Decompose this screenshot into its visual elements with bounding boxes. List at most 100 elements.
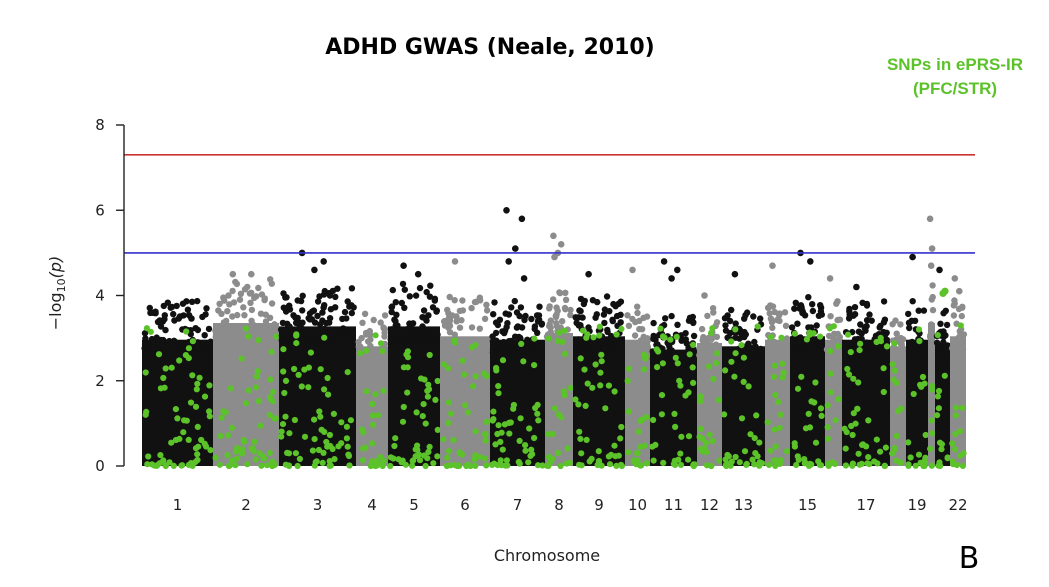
snp-point (746, 344, 753, 352)
snp-point (180, 312, 187, 319)
snp-point (749, 456, 756, 463)
snp-point (483, 307, 491, 314)
snp-point (682, 336, 689, 343)
snp-point (207, 447, 214, 454)
snp-point (929, 306, 937, 314)
snp-point (229, 270, 237, 278)
snp-point (880, 298, 888, 305)
snp-point (497, 457, 504, 464)
snp-point (309, 447, 316, 454)
snp-point (373, 457, 380, 464)
snp-point (935, 387, 943, 395)
snp-point (380, 325, 387, 332)
snp-point (445, 365, 452, 372)
snp-point (266, 314, 274, 321)
snp-point (194, 423, 201, 430)
snp-point (476, 453, 483, 460)
snp-point (306, 316, 313, 323)
snp-point (826, 325, 834, 332)
snp-point (849, 431, 856, 439)
snp-point (162, 326, 169, 334)
snp-point (345, 452, 353, 460)
snp-point (632, 318, 639, 326)
snp-point (495, 383, 502, 390)
snp-point (305, 364, 312, 371)
snp-point (957, 428, 964, 435)
snp-point (538, 347, 546, 354)
snp-point (753, 412, 760, 419)
snp-point (193, 386, 200, 393)
snp-point (412, 453, 419, 460)
snp-point (585, 324, 592, 331)
snp-point (312, 459, 319, 466)
snp-point (521, 316, 528, 324)
snp-point (511, 297, 518, 305)
snp-point (321, 302, 328, 309)
snp-point (517, 304, 525, 311)
snp-point (617, 319, 624, 326)
snp-point (483, 301, 490, 308)
snp-point (232, 462, 239, 469)
snp-point (459, 297, 466, 304)
snp-point (601, 346, 608, 353)
snp-point (584, 380, 591, 387)
snp-point (431, 297, 438, 304)
snp-point (281, 389, 288, 397)
snp-point (897, 321, 904, 328)
snp-point (493, 364, 500, 372)
snp-point (832, 417, 839, 424)
snp-point (216, 461, 223, 468)
snp-point (712, 341, 720, 348)
snp-point (377, 340, 385, 347)
snp-point (747, 431, 754, 438)
snp-point (451, 331, 458, 338)
snp-point (724, 461, 731, 469)
snp-point (767, 447, 774, 454)
snp-point (563, 460, 570, 467)
snp-point (817, 405, 825, 412)
snp-point (640, 366, 648, 373)
snp-point (548, 343, 555, 350)
snp-point (503, 207, 510, 214)
snp-point (567, 384, 574, 391)
snp-point (772, 443, 779, 450)
snp-point (528, 315, 535, 323)
snp-point (597, 382, 604, 389)
snp-point (495, 390, 502, 397)
snp-point (915, 451, 923, 458)
snp-point (709, 325, 716, 332)
snp-point (413, 409, 420, 416)
snp-point (671, 410, 678, 417)
snp-point (613, 331, 620, 338)
snp-point (721, 411, 728, 418)
snp-point (307, 349, 314, 356)
snp-point (305, 384, 312, 391)
y-tick-label: 6 (95, 201, 105, 219)
snp-point (809, 307, 817, 315)
snp-point (626, 365, 633, 372)
snp-point (402, 461, 409, 468)
snp-point (266, 411, 273, 419)
snp-point (809, 301, 816, 308)
snp-point (934, 393, 942, 400)
snp-point (629, 266, 636, 274)
snp-point (575, 401, 582, 408)
snp-point (239, 446, 246, 453)
snp-point (841, 425, 848, 432)
chart-title: ADHD GWAS (Neale, 2010) (325, 35, 654, 60)
snp-point (929, 383, 936, 390)
snp-point (552, 313, 560, 321)
snp-point (662, 315, 669, 322)
snp-point (331, 456, 338, 463)
snp-point (575, 336, 582, 343)
snp-point (363, 355, 371, 362)
snp-point (793, 461, 800, 469)
snp-point (618, 325, 625, 332)
snp-point (827, 389, 834, 396)
snp-point (592, 361, 599, 368)
snp-point (842, 462, 850, 469)
snp-point (835, 343, 842, 350)
snp-point (249, 445, 256, 452)
snp-point (658, 392, 666, 399)
snp-point (873, 436, 880, 443)
